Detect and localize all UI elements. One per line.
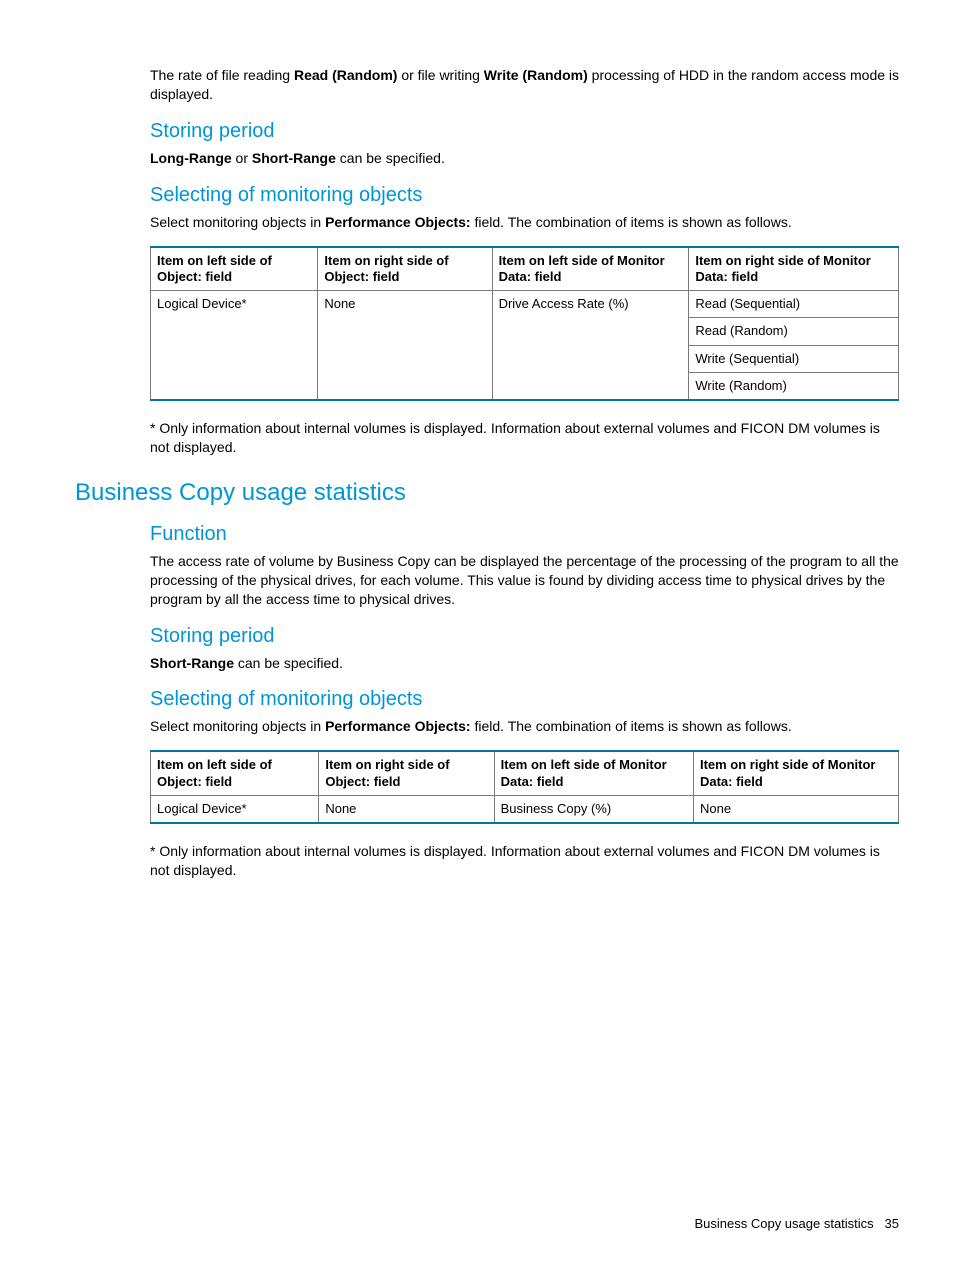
- table-cell: None: [693, 795, 898, 823]
- table-cell: Drive Access Rate (%): [492, 291, 689, 401]
- intro-paragraph: The rate of file reading Read (Random) o…: [150, 66, 899, 104]
- table-cell: Write (Random): [689, 372, 899, 400]
- text: The rate of file reading: [150, 67, 294, 83]
- bold-text: Read (Random): [294, 67, 397, 83]
- text: can be specified.: [336, 150, 445, 166]
- bold-text: Performance Objects:: [325, 718, 471, 734]
- table-cell: Read (Sequential): [689, 291, 899, 318]
- bold-text: Write (Random): [484, 67, 588, 83]
- table-header-row: Item on left side of Object: field Item …: [151, 247, 899, 291]
- table-header: Item on right side of Monitor Data: fiel…: [693, 751, 898, 795]
- table-header: Item on left side of Object: field: [151, 751, 319, 795]
- table-cell: Read (Random): [689, 318, 899, 345]
- table-header: Item on right side of Object: field: [318, 247, 492, 291]
- text: Select monitoring objects in: [150, 718, 325, 734]
- body-content: Function The access rate of volume by Bu…: [150, 523, 899, 880]
- table-header: Item on right side of Object: field: [319, 751, 494, 795]
- table-row: Logical Device* None Business Copy (%) N…: [151, 795, 899, 823]
- table-header: Item on right side of Monitor Data: fiel…: [689, 247, 899, 291]
- bold-text: Long-Range: [150, 150, 232, 166]
- table-cell: Write (Sequential): [689, 345, 899, 372]
- table-row: Logical Device* None Drive Access Rate (…: [151, 291, 899, 318]
- page-footer: Business Copy usage statistics 35: [694, 1216, 899, 1231]
- footer-text: Business Copy usage statistics: [694, 1216, 873, 1231]
- table-footnote: * Only information about internal volume…: [150, 842, 899, 880]
- table-cell: None: [318, 291, 492, 401]
- text: Select monitoring objects in: [150, 214, 325, 230]
- table-header-row: Item on left side of Object: field Item …: [151, 751, 899, 795]
- bold-text: Short-Range: [252, 150, 336, 166]
- table-cell: Logical Device*: [151, 795, 319, 823]
- table-footnote: * Only information about internal volume…: [150, 419, 899, 457]
- selecting-objects-heading: Selecting of monitoring objects: [150, 184, 899, 207]
- monitoring-objects-table-2: Item on left side of Object: field Item …: [150, 750, 899, 824]
- table-header: Item on left side of Monitor Data: field: [494, 751, 693, 795]
- document-page: The rate of file reading Read (Random) o…: [0, 0, 954, 1271]
- table-header: Item on left side of Monitor Data: field: [492, 247, 689, 291]
- function-text: The access rate of volume by Business Co…: [150, 552, 899, 609]
- storing-period-heading: Storing period: [150, 120, 899, 143]
- bold-text: Short-Range: [150, 655, 234, 671]
- bold-text: Performance Objects:: [325, 214, 471, 230]
- text: or file writing: [397, 67, 483, 83]
- storing-period-text: Short-Range can be specified.: [150, 654, 899, 673]
- body-content: The rate of file reading Read (Random) o…: [150, 66, 899, 457]
- selecting-objects-text: Select monitoring objects in Performance…: [150, 717, 899, 736]
- storing-period-text: Long-Range or Short-Range can be specifi…: [150, 149, 899, 168]
- table-cell: Logical Device*: [151, 291, 318, 401]
- selecting-objects-text: Select monitoring objects in Performance…: [150, 213, 899, 232]
- business-copy-heading: Business Copy usage statistics: [75, 479, 899, 507]
- page-number: 35: [885, 1216, 899, 1231]
- text: can be specified.: [234, 655, 343, 671]
- text: field. The combination of items is shown…: [471, 718, 792, 734]
- table-header: Item on left side of Object: field: [151, 247, 318, 291]
- monitoring-objects-table-1: Item on left side of Object: field Item …: [150, 246, 899, 402]
- text: or: [232, 150, 252, 166]
- selecting-objects-heading: Selecting of monitoring objects: [150, 688, 899, 711]
- table-cell: None: [319, 795, 494, 823]
- text: field. The combination of items is shown…: [471, 214, 792, 230]
- table-cell: Business Copy (%): [494, 795, 693, 823]
- storing-period-heading: Storing period: [150, 625, 899, 648]
- function-heading: Function: [150, 523, 899, 546]
